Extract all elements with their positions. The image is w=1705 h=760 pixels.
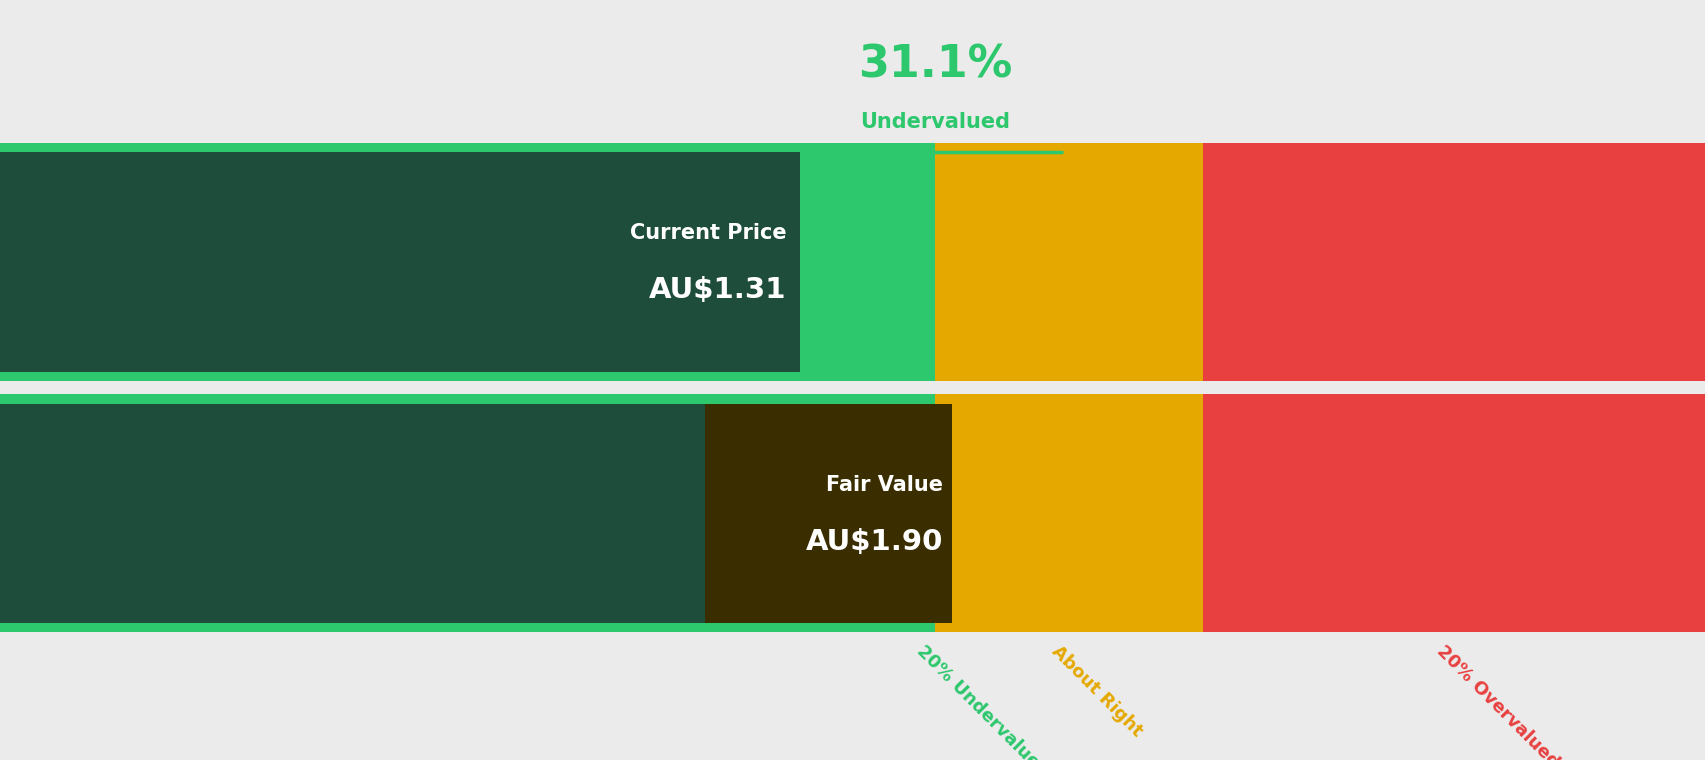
Bar [0,394,934,632]
Text: Undervalued: Undervalued [859,112,1009,131]
Text: Fair Value: Fair Value [825,475,943,495]
Bar [0,152,800,372]
Text: Current Price: Current Price [629,223,786,243]
Text: AU$1.90: AU$1.90 [805,528,943,556]
Bar [934,143,1202,381]
Bar [0,404,934,623]
Bar [934,394,1202,632]
Text: 31.1%: 31.1% [858,43,1011,86]
Bar [1202,394,1705,632]
Text: 20% Overvalued: 20% Overvalued [1432,642,1562,760]
Text: 20% Undervalued: 20% Undervalued [914,642,1052,760]
Bar [1202,143,1705,381]
Text: About Right: About Right [1047,642,1144,740]
Bar [0,143,934,381]
Text: AU$1.31: AU$1.31 [648,277,786,304]
Bar [704,404,951,623]
